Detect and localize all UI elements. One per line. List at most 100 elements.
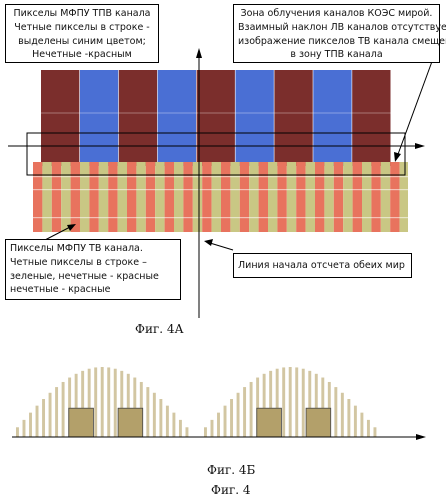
signal-bar	[223, 405, 227, 437]
signal-bar	[249, 381, 253, 437]
signal-bar	[185, 427, 189, 437]
tv-pixel	[239, 162, 250, 232]
signal-bar	[314, 373, 318, 437]
signal-bar	[275, 368, 279, 437]
tv-pixel	[127, 162, 137, 232]
signal-bar	[126, 373, 130, 437]
tpv-pixel	[196, 70, 235, 166]
tv-pixel	[183, 162, 193, 232]
signal-bar	[217, 412, 220, 437]
signal-bar	[308, 370, 312, 437]
tpv-pixel	[274, 70, 313, 166]
signal-bar	[243, 387, 247, 437]
tpv-pixels-label: Пикселы МФПУ ТПВ канала Четные пикселы в…	[5, 4, 159, 63]
tv-label-line3: зеленые, нечетные - красные	[10, 270, 159, 282]
tv-pixel	[108, 162, 118, 232]
tv-pixel	[268, 162, 278, 232]
signal-bar	[146, 387, 150, 437]
tv-pixel	[33, 162, 43, 232]
signal-bar	[282, 367, 286, 437]
signal-bar	[172, 412, 176, 437]
signal-bar	[22, 419, 26, 437]
tv-pixel	[258, 162, 268, 232]
tv-row-gap	[33, 189, 408, 191]
signal-bar	[74, 373, 78, 437]
tv-pixel	[221, 162, 231, 232]
signal-bar	[236, 392, 240, 437]
tv-row-gap	[33, 217, 408, 219]
signal-bar	[262, 373, 266, 437]
signal-bar	[81, 370, 85, 437]
tv-pixel	[343, 162, 353, 232]
tv-pixel	[51, 162, 62, 232]
signal-bar	[61, 381, 65, 437]
zone-label-line1: Зона облучения каналов КОЭС мирой.	[240, 8, 433, 19]
tpv-label-line3: выделены синим цветом;	[18, 35, 146, 47]
origin-leader-arrow-head	[204, 239, 213, 246]
signal-bar	[107, 367, 111, 437]
tv-pixel	[80, 162, 90, 232]
signal-bar	[295, 367, 299, 437]
signal-bar	[42, 399, 46, 437]
figure-4-caption: Фиг. 4	[211, 483, 251, 497]
tv-pixel	[136, 162, 146, 232]
signal-bar	[353, 405, 357, 437]
signal-bar	[16, 427, 19, 437]
tv-pixel	[70, 162, 80, 232]
signal-bar	[366, 419, 370, 437]
tv-pixel	[324, 162, 334, 232]
signal-bar	[120, 370, 124, 437]
tv-pixel	[286, 162, 297, 232]
origin-line-label: Линия начала отсчета обеих мир	[233, 253, 412, 278]
signal-bar	[159, 399, 163, 437]
zone-label-line3: изображение пикселов ТВ канала смещено	[238, 35, 446, 47]
signal-block	[68, 407, 94, 438]
tv-pixel	[42, 162, 52, 232]
tv-pixel	[89, 162, 99, 232]
tv-pixel	[155, 162, 165, 232]
signal-bar	[288, 367, 292, 437]
horizontal-axis-arrow-head	[415, 143, 425, 149]
tpv-label-line1: Пикселы МФПУ ТПВ канала	[13, 8, 151, 19]
signal-bar	[55, 387, 59, 437]
tv-label-line2: Четные пикселы в строке –	[10, 256, 147, 268]
tv-pixel	[399, 162, 408, 232]
signal-block	[117, 407, 144, 438]
tpv-pixel	[118, 70, 158, 166]
tv-pixel	[333, 162, 344, 232]
signal-bar	[68, 377, 72, 437]
origin-label-text: Линия начала отсчета обеих мир	[238, 260, 405, 271]
signal-bar	[360, 412, 364, 437]
zone-label-line2: Взаимный наклон ЛВ каналов отсутствует;	[238, 21, 446, 33]
signal-bar	[347, 399, 351, 437]
tv-pixel	[362, 162, 372, 232]
tv-pixel	[117, 162, 127, 232]
signal-bar	[321, 377, 325, 437]
tpv-pixel	[157, 70, 196, 166]
tv-pixel	[230, 162, 240, 232]
tpv-label-line2: Четные пикселы в строке -	[14, 21, 150, 33]
irradiation-zone-label: Зона облучения каналов КОЭС мирой. Взаим…	[233, 4, 446, 63]
signal-bar	[87, 368, 91, 437]
tpv-pixel	[41, 70, 80, 166]
signal-bar	[35, 405, 39, 437]
signal-bar	[256, 377, 260, 437]
signal-bar	[269, 370, 273, 437]
signal-bar	[113, 368, 117, 437]
tv-pixels-label: Пикселы МФПУ ТВ канала. Четные пикселы в…	[5, 239, 181, 300]
signal-block	[256, 407, 282, 438]
tv-pixel	[371, 162, 381, 232]
tv-pixel	[315, 162, 325, 232]
tv-pixel	[296, 162, 306, 232]
tv-pixel	[98, 162, 109, 232]
tpv-pixel-row	[41, 70, 391, 166]
tv-row-gap	[33, 176, 408, 178]
irradiation-zone-frame	[26, 132, 406, 176]
signal-bar	[133, 377, 137, 437]
figure-4b-caption: Фиг. 4Б	[207, 463, 256, 477]
signal-bar	[230, 399, 234, 437]
origin-arrow-head	[196, 48, 202, 58]
tpv-label-line4: Нечетные -красным	[32, 49, 132, 61]
origin-leader-line	[209, 242, 234, 251]
